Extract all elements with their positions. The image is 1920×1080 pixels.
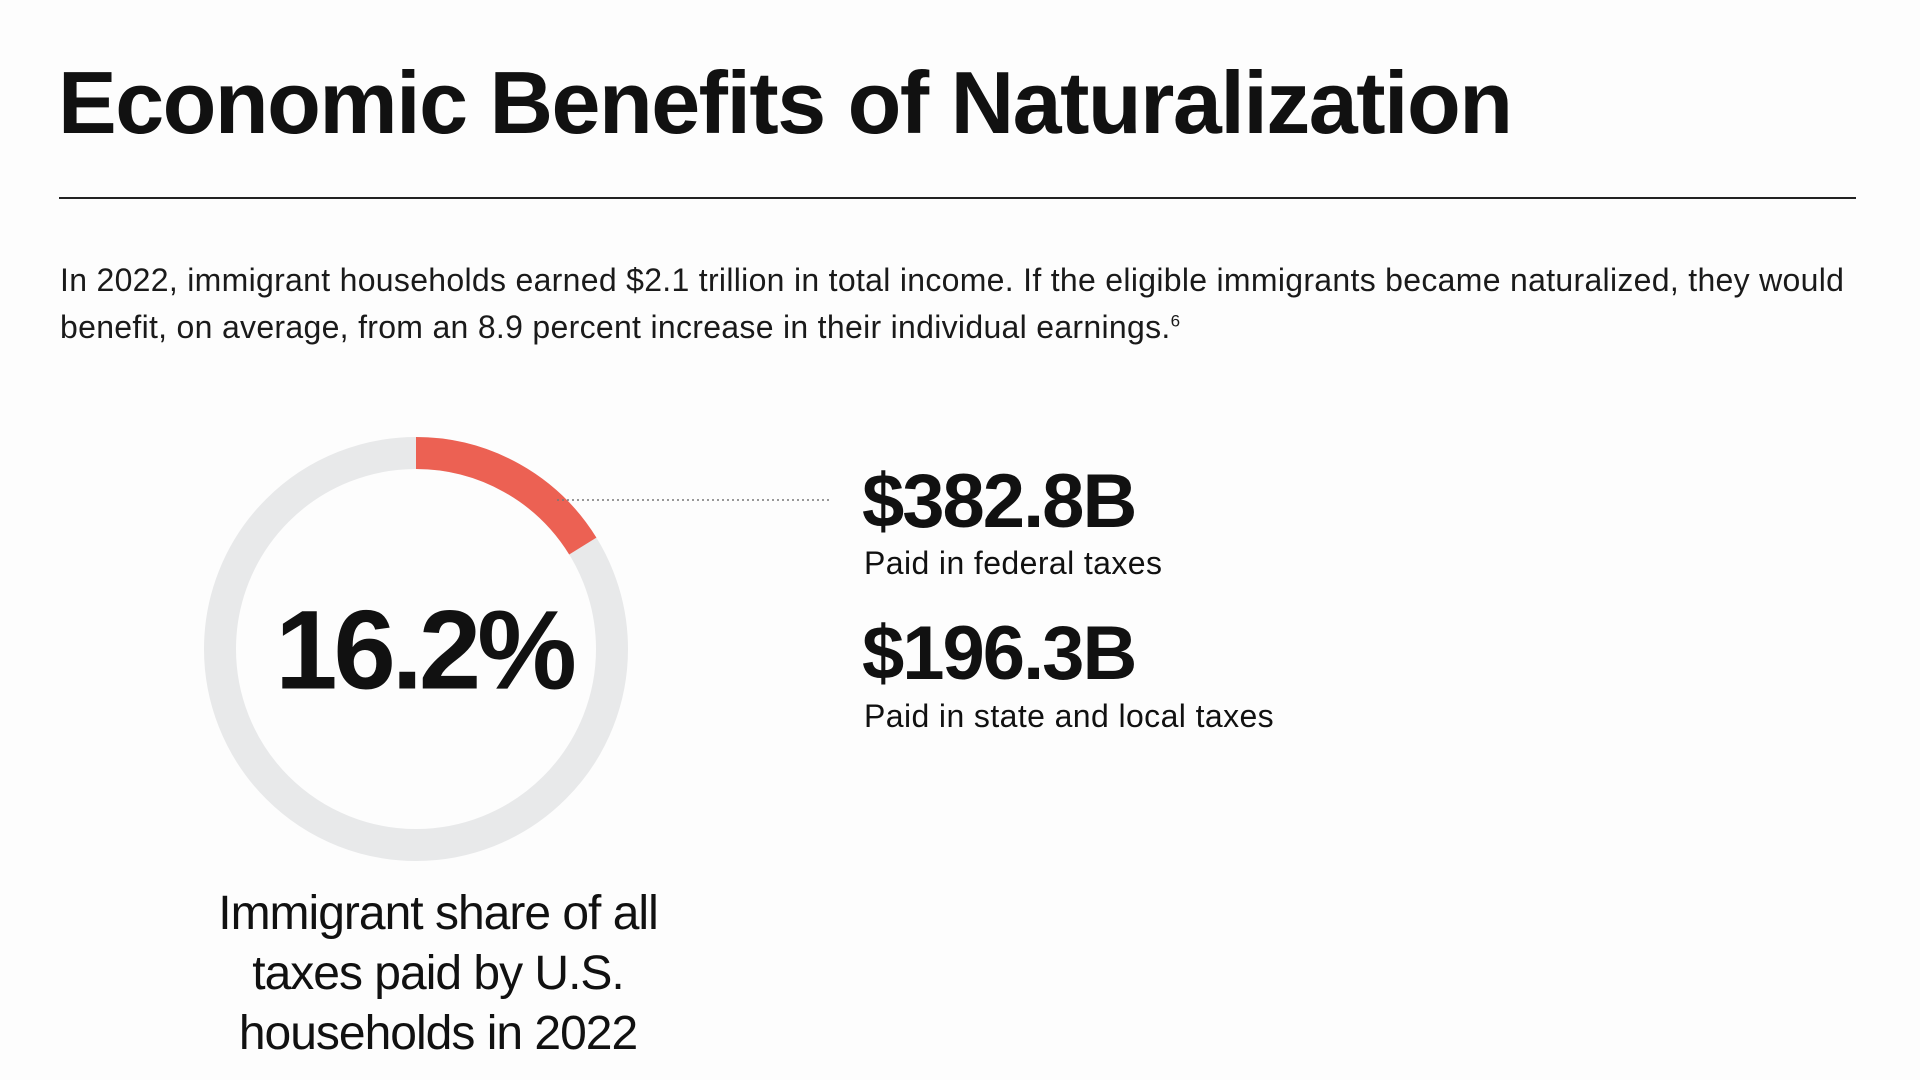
stat-value: $382.8B [862, 459, 1137, 544]
divider [59, 197, 1856, 199]
donut-chart: 16.2% [204, 437, 830, 861]
donut-center-label: 16.2% [275, 588, 574, 713]
stat-label: Paid in state and local taxes [864, 698, 1275, 734]
stat-value: $196.3B [862, 611, 1137, 696]
footnote-marker: 6 [1170, 311, 1181, 331]
donut-segment [415, 437, 597, 555]
stat-label: Paid in federal taxes [864, 545, 1163, 581]
donut-caption: Immigrant share of all taxes paid by U.S… [218, 887, 659, 1060]
intro-text: In 2022, immigrant households earned $2.… [60, 262, 1845, 345]
page-title: Economic Benefits of Naturalization [58, 53, 1513, 152]
intro-paragraph: In 2022, immigrant households earned $2.… [60, 257, 1875, 351]
